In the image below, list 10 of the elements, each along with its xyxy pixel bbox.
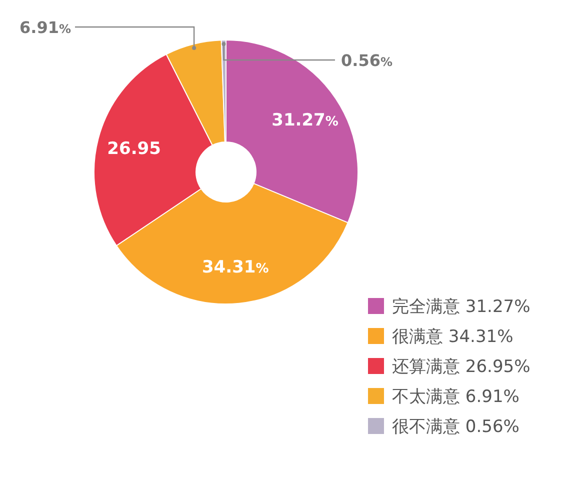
legend-label: 不太满意 6.91% xyxy=(392,387,520,407)
legend-label: 很满意 34.31% xyxy=(392,327,514,347)
legend-label: 很不满意 0.56% xyxy=(392,417,520,437)
data-label: 6.91% xyxy=(19,18,71,37)
legend-label: 完全满意 31.27% xyxy=(392,297,530,317)
data-label: 31.27% xyxy=(272,110,338,130)
legend-label: 还算满意 26.95% xyxy=(392,357,530,377)
data-label: 34.31% xyxy=(202,258,269,278)
data-label: 26.95 xyxy=(107,139,161,160)
data-label: 0.56% xyxy=(341,51,393,70)
